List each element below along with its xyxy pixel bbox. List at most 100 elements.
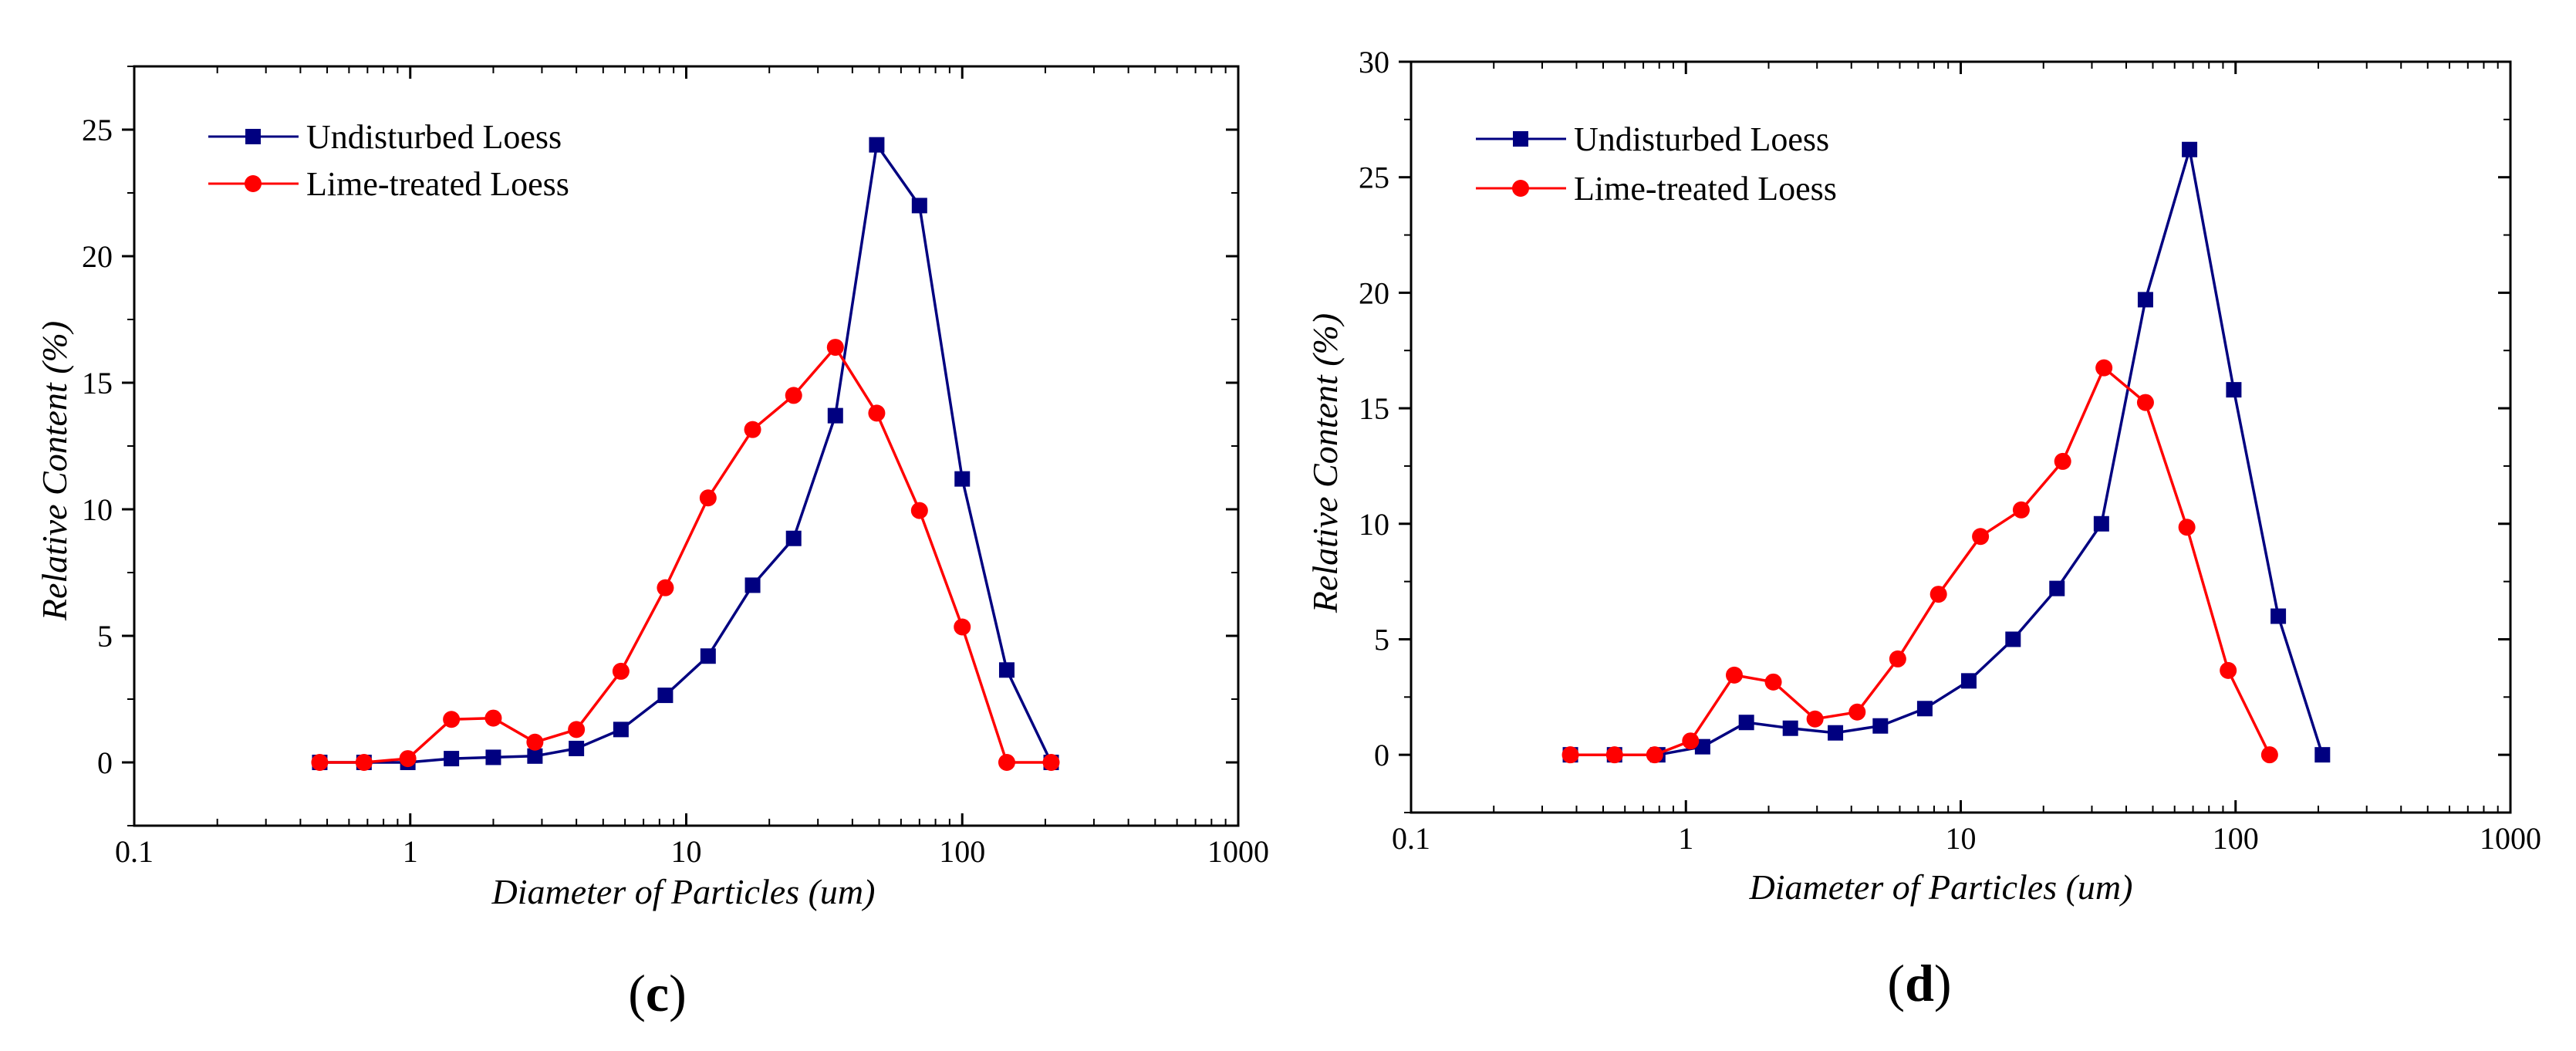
- y-tick-label: 10: [1359, 507, 1389, 542]
- data-point-undisturbed-c: [613, 722, 629, 738]
- data-point-lime-c: [657, 579, 674, 596]
- data-point-undisturbed-c: [485, 749, 501, 765]
- data-point-undisturbed-d: [2226, 382, 2242, 398]
- series-group-c: [311, 137, 1060, 771]
- y-tick-label: 25: [82, 113, 113, 147]
- data-point-lime-d: [2012, 501, 2030, 519]
- data-point-undisturbed-d: [1916, 701, 1933, 717]
- data-point-undisturbed-d: [2182, 141, 2198, 157]
- data-point-undisturbed-c: [954, 471, 971, 487]
- y-tick-label: 0: [1374, 738, 1389, 772]
- series-line-lime-d: [1570, 366, 2271, 756]
- x-tick-label: 1: [403, 834, 418, 869]
- y-tick-label: 25: [1359, 161, 1389, 195]
- plot-frame-c: [133, 65, 1240, 827]
- panel-label-d: (d): [1887, 954, 1951, 1012]
- series-group-d: [1561, 141, 2331, 764]
- data-point-lime-c: [443, 711, 461, 728]
- y-tick-label: 20: [1359, 275, 1389, 310]
- data-point-lime-c: [399, 750, 417, 768]
- data-point-lime-d: [2054, 452, 2071, 470]
- data-point-undisturbed-d: [2049, 580, 2065, 596]
- data-point-undisturbed-c: [700, 648, 716, 664]
- data-point-lime-c: [785, 387, 802, 404]
- y-tick-label: 30: [1359, 45, 1389, 79]
- y-tick-label: 10: [82, 492, 113, 527]
- data-point-undisturbed-d: [2270, 608, 2287, 624]
- panel-label-close-d: ): [1934, 954, 1952, 1012]
- data-point-lime-c: [612, 662, 630, 680]
- data-point-lime-c: [910, 502, 928, 519]
- data-point-lime-d: [2178, 519, 2196, 536]
- y-tick-labels-d: 0 5 10 15 20 25 30: [1359, 45, 1389, 772]
- data-point-lime-d: [2220, 661, 2237, 679]
- data-point-lime-d: [1725, 666, 1743, 684]
- data-point-lime-d: [2095, 359, 2113, 377]
- data-point-lime-c: [954, 618, 971, 636]
- data-point-lime-d: [1605, 746, 1623, 764]
- x-tick-label: 100: [2213, 821, 2259, 856]
- data-point-lime-c: [826, 339, 844, 357]
- data-point-undisturbed-c: [869, 137, 885, 153]
- data-point-lime-c: [568, 721, 586, 738]
- tick-marks-c: [122, 66, 1240, 826]
- legend-marker-circle-d: [1512, 180, 1529, 197]
- data-point-undisturbed-c: [998, 662, 1015, 678]
- data-point-undisturbed-c: [785, 530, 802, 546]
- y-tick-label: 15: [82, 366, 113, 400]
- data-point-undisturbed-d: [2314, 747, 2331, 763]
- data-point-lime-c: [998, 754, 1015, 771]
- x-tick-labels-d: 0.1 1 10 100 1000: [1392, 821, 2541, 856]
- data-point-undisturbed-c: [911, 198, 927, 214]
- x-axis-label-c: Diameter of Particles (um): [491, 872, 876, 911]
- series-line-lime-c: [319, 346, 1052, 764]
- legend-d: Undisturbed Loess Lime-treated Loess: [1476, 120, 1837, 208]
- data-point-lime-d: [1682, 732, 1700, 750]
- x-tick-label: 1: [1678, 821, 1693, 856]
- legend-label-lime-d: Lime-treated Loess: [1574, 170, 1837, 208]
- data-point-lime-d: [1848, 703, 1866, 721]
- x-tick-label: 0.1: [115, 834, 154, 869]
- panel-label-letter-c: c: [646, 964, 669, 1022]
- data-point-lime-d: [1972, 528, 1990, 546]
- data-point-undisturbed-c: [527, 748, 543, 764]
- data-point-undisturbed-c: [827, 407, 843, 424]
- legend-label-lime-c: Lime-treated Loess: [306, 165, 569, 203]
- y-tick-label: 5: [97, 619, 113, 654]
- tick-marks-d: [1399, 60, 2512, 813]
- data-point-lime-c: [526, 733, 544, 751]
- data-point-undisturbed-d: [1782, 720, 1798, 736]
- data-point-lime-c: [868, 404, 886, 422]
- data-point-undisturbed-d: [2093, 515, 2109, 532]
- data-point-undisturbed-c: [744, 577, 761, 593]
- data-point-undisturbed-c: [444, 751, 460, 767]
- legend-c: Undisturbed Loess Lime-treated Loess: [208, 118, 569, 203]
- data-point-lime-c: [355, 754, 373, 771]
- chart-panel-c: 0.1 1 10 100 1000 0 5 10 15 20 25 Undisturbed Loe…: [35, 65, 1269, 1022]
- y-tick-label: 20: [82, 239, 113, 274]
- data-point-undisturbed-d: [2137, 292, 2153, 308]
- chart-panel-d: 0.1 1 10 100 1000 0 5 10 15 20 25 30 Undisturbed L…: [1305, 45, 2541, 1012]
- data-point-lime-d: [1806, 710, 1824, 728]
- legend-marker-square-d: [1513, 131, 1528, 147]
- x-tick-label: 10: [671, 834, 702, 869]
- y-axis-label-d: Relative Content (%): [1305, 313, 1345, 613]
- data-point-lime-c: [699, 489, 717, 507]
- data-point-lime-d: [2260, 746, 2278, 764]
- data-point-lime-c: [311, 754, 329, 771]
- data-point-lime-d: [1561, 746, 1579, 764]
- panel-label-letter-d: d: [1905, 954, 1934, 1012]
- data-point-undisturbed-d: [1872, 718, 1889, 734]
- data-point-lime-d: [1889, 650, 1906, 667]
- legend-marker-square-c: [245, 129, 261, 144]
- legend-marker-circle-c: [245, 175, 262, 192]
- data-point-lime-c: [1042, 754, 1060, 771]
- x-tick-label: 10: [1946, 821, 1977, 856]
- data-point-lime-d: [1929, 586, 1947, 603]
- x-tick-label: 100: [939, 834, 985, 869]
- y-tick-label: 15: [1359, 391, 1389, 426]
- data-point-lime-d: [1646, 746, 1663, 764]
- data-point-undisturbed-d: [1960, 673, 1977, 689]
- legend-label-undisturbed-d: Undisturbed Loess: [1574, 120, 1829, 158]
